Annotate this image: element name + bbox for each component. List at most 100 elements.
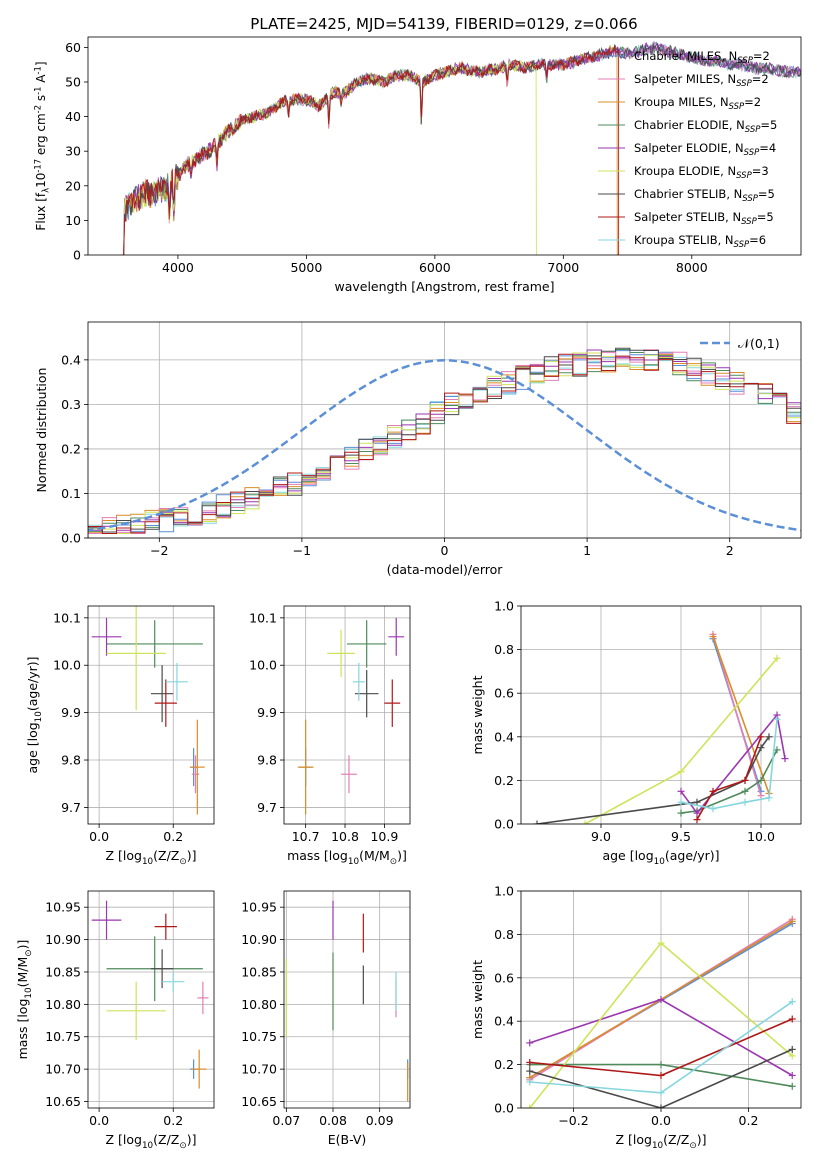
y-tick-label: 10.0 (249, 658, 277, 673)
label-fragment: (Z/Z (153, 1132, 179, 1147)
x-tick-label: 0.0 (89, 1113, 109, 1128)
label-fragment: -1 (32, 87, 42, 95)
axes-residual_hist: −2 −1 0 1 2 0.0 0.1 0.2 0.3 0.4 (data-model)/error… (34, 321, 802, 577)
legend-label-tail: =5 (760, 118, 777, 132)
x-tick-label: 0.08 (319, 1113, 347, 1128)
label-fragment: )] (397, 848, 407, 863)
y-tick-label: 10 (65, 213, 81, 228)
spectrum-line-7 (121, 45, 620, 255)
axes-age_vs_mass: 10.7 10.8 10.9 9.7 9.8 9.9 10.0 10.1 mass [log10… (249, 605, 411, 867)
label-fragment: ⊙ (689, 1141, 696, 1151)
label-fragment: )] (15, 940, 30, 950)
y-axis-label: mass weight (470, 960, 485, 1039)
y-tick-label: 0.6 (494, 686, 514, 701)
y-tick-label: 9.9 (61, 705, 81, 720)
axes-frame (283, 605, 411, 825)
label-fragment: -2 (32, 105, 42, 113)
y-tick-label: 10.80 (45, 997, 81, 1012)
x-axis-label: Z [log10(Z/Z⊙)] (105, 848, 196, 867)
label-fragment: ⊙ (179, 1141, 186, 1151)
axes-frame (87, 890, 215, 1109)
histogram-step-4 (88, 349, 801, 538)
label-fragment: ⊙ (24, 949, 34, 956)
axes-spectrum: 4000 5000 6000 7000 8000 0 10 20 30 40 50 60 wavelen… (32, 36, 802, 294)
x-tick-label: 5000 (290, 260, 322, 275)
y-tick-label: 10.75 (45, 1029, 81, 1044)
y-tick-label: 1.0 (494, 884, 514, 899)
axes-age_vs_Z: 0.0 0.29.79.89.910.010.1Z [log10(Z/Z⊙)]ag… (25, 605, 215, 867)
x-tick-label: 10.7 (292, 829, 320, 844)
y-tick-label: 9.9 (257, 705, 277, 720)
y-tick-label: 10.65 (45, 1094, 81, 1109)
axes-weight_vs_Z: −0.2 0.0 0.2 0.0 0.2 0.4 0.6 0.8 1.0 Z [log10(Z/Z… (470, 884, 802, 1151)
label-fragment: (M/M (359, 848, 390, 863)
legend-label-main: Chabrier ELODIE, N (634, 118, 745, 132)
legend-label-sub: SSP (741, 217, 757, 227)
y-tick-label: 0.8 (494, 642, 514, 657)
legend-label: Salpeter ELODIE, NSSP=4 (634, 141, 776, 158)
x-tick-label: 0.0 (89, 829, 109, 844)
legend-label-sub: SSP (742, 194, 758, 204)
x-axis-label: age [log10(age/yr)] (602, 848, 719, 867)
y-axis-label: Flux [fλ10-17 erg cm-2 s-1 A-1] (32, 61, 50, 230)
x-axis-label: (data-model)/error (387, 562, 504, 577)
label-fragment: mass weight (470, 675, 485, 754)
y-axis-label: age [log10(age/yr)] (25, 656, 44, 773)
label-fragment: (age/yr)] (665, 848, 720, 863)
label-fragment: Z [log (105, 848, 141, 863)
label-fragment: 10 (142, 857, 154, 867)
weight-line (529, 1048, 793, 1108)
x-tick-label: 0.2 (739, 1113, 759, 1128)
y-axis-label: mass weight (470, 675, 485, 754)
label-fragment: ⊙ (179, 857, 186, 867)
weight-line (712, 636, 770, 794)
y-tick-label: 0 (73, 248, 81, 263)
label-fragment: 10 (24, 987, 34, 999)
legend-label-sub: SSP (736, 171, 752, 181)
y-tick-label: 10.90 (45, 932, 81, 947)
figure-title: PLATE=2425, MJD=54139, FIBERID=0129, z=0… (250, 15, 637, 33)
label-fragment: 10 (34, 711, 44, 723)
y-tick-label: 10.65 (241, 1094, 277, 1109)
legend-label: Kroupa ELODIE, NSSP=3 (634, 164, 769, 181)
label-fragment: 10 (652, 1141, 664, 1151)
legend-label: Chabrier MILES, NSSP=2 (634, 49, 770, 66)
axes-weight_vs_age: 9.0 9.5 10.0 0.0 0.2 0.4 0.6 0.8 1.0 age [log10(a… (470, 599, 802, 867)
label-fragment: 𝒩(0,1) (738, 336, 780, 351)
y-tick-label: 40 (65, 109, 81, 124)
plot-area (88, 347, 801, 538)
legend-label: Salpeter STELIB, NSSP=5 (634, 210, 774, 227)
label-fragment: )] (187, 1132, 197, 1147)
axes-frame (87, 36, 802, 256)
x-tick-label: −0.2 (558, 1113, 588, 1128)
plot-area (526, 915, 796, 1108)
axes-mass_vs_Z: 0.0 0.2 10.65 10.70 10.75 10.80 10.85 10.90 10.9… (15, 890, 215, 1151)
x-tick-label: 0.0 (651, 1113, 671, 1128)
legend-label-tail: =6 (749, 233, 766, 247)
histogram-step-5 (88, 352, 801, 538)
label-fragment: λ (41, 188, 51, 193)
x-tick-label: 9.5 (671, 829, 691, 844)
legend-label-tail: =2 (753, 49, 770, 63)
label-fragment: Normed distribution (34, 368, 49, 493)
label-fragment: erg cm (34, 113, 48, 159)
x-tick-label: 9.0 (591, 829, 611, 844)
axes-mass_vs_ebv: 0.07 0.08 0.09 10.65 10.70 10.75 10.80 10.85 10.… (241, 890, 411, 1147)
label-fragment: (data-model)/error (387, 562, 504, 577)
plot-area (91, 900, 209, 1089)
y-tick-label: 10.75 (241, 1029, 277, 1044)
label-fragment: )] (187, 848, 197, 863)
y-tick-label: 10.0 (53, 658, 81, 673)
label-fragment: Z [log (105, 1132, 141, 1147)
legend-label-main: Salpeter STELIB, N (634, 210, 741, 224)
label-fragment: age [log (25, 722, 40, 773)
y-tick-label: 0.4 (494, 1014, 514, 1029)
y-axis-label: mass [log10(M/M⊙)] (15, 940, 34, 1060)
label-fragment: Flux [f (34, 192, 48, 230)
y-tick-label: 0.1 (61, 486, 81, 501)
y-tick-label: 10.1 (53, 610, 81, 625)
label-fragment: (Z/Z (153, 848, 179, 863)
y-tick-label: 0.4 (494, 729, 514, 744)
axes-frame (87, 605, 215, 825)
x-axis-label: Z [log10(Z/Z⊙)] (105, 1132, 196, 1151)
